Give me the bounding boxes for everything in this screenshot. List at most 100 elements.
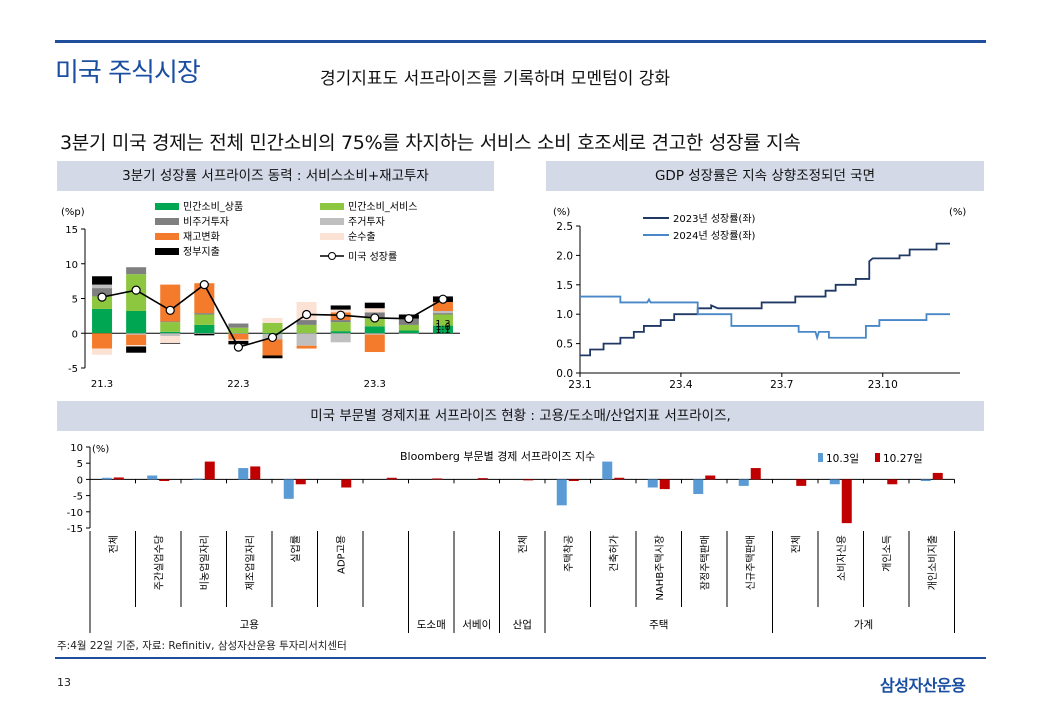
- stacked-bar-segment: [92, 296, 113, 309]
- category-label: 제조업일자리: [243, 535, 256, 590]
- bar-oct27: [295, 479, 306, 485]
- x-tick-label: 23.4: [669, 379, 693, 391]
- category-label: 소비자신용: [836, 535, 848, 581]
- bar-oct27: [386, 477, 397, 480]
- stacked-bar-segment: [330, 331, 351, 334]
- stacked-bar-segment: [194, 314, 215, 325]
- bar-oct3: [192, 478, 203, 480]
- stacked-bar-segment: [126, 311, 147, 334]
- legend-swatch: [328, 252, 336, 260]
- group-label: 주택: [649, 619, 668, 631]
- stacked-bar-segment: [126, 346, 147, 353]
- bar-oct27: [568, 479, 579, 482]
- bar-oct3: [147, 475, 158, 480]
- stacked-bar-segment: [262, 339, 283, 356]
- bar-oct3: [602, 461, 613, 480]
- stacked-bar-segment: [364, 326, 385, 334]
- bar-oct27: [841, 479, 852, 524]
- category-label: 전체: [108, 535, 120, 553]
- x-tick-label: 23.1: [568, 379, 591, 391]
- legend-swatch: [155, 218, 179, 225]
- legend-swatch: [320, 218, 344, 225]
- growth-rate-marker: [131, 285, 141, 295]
- legend-label: 순수출: [348, 231, 376, 243]
- x-tick-label: 23.7: [770, 379, 793, 391]
- stacked-bar-segment: [364, 308, 385, 313]
- stacked-bar-segment: [296, 333, 317, 346]
- growth-rate-marker: [370, 313, 380, 323]
- bottom-rule: [55, 657, 986, 659]
- stacked-bar-segment: [364, 302, 385, 309]
- y-tick-label: -5: [68, 364, 78, 375]
- y-tick-label: -5: [73, 492, 83, 503]
- legend-swatch: [155, 203, 179, 210]
- stacked-bar-segment: [398, 333, 419, 334]
- source-note: 주:4월 22일 기준, 자료: Refinitiv, 삼성자산운용 투자리서치…: [57, 640, 347, 652]
- stacked-bar-segment: [228, 323, 249, 328]
- y-tick-label: 2.0: [556, 250, 573, 262]
- stacked-bar-segment: [296, 320, 317, 325]
- y-tick-label: 0: [77, 475, 83, 486]
- legend-swatch: [320, 233, 344, 240]
- growth-rate-marker: [267, 332, 278, 343]
- group-label: 도소매: [417, 619, 446, 631]
- y-tick-label: 15: [65, 225, 78, 236]
- stacked-bar-segment: [126, 345, 147, 347]
- page-subtitle: 경기지표도 서프라이즈를 기록하며 모멘텀이 강화: [320, 69, 671, 89]
- group-label: 서베이: [462, 619, 491, 631]
- legend-swatch: [320, 203, 344, 210]
- data-label: 1.3: [435, 319, 450, 330]
- stacked-bar-segment: [92, 348, 113, 355]
- growth-rate-marker: [199, 279, 209, 290]
- stacked-bar-segment: [432, 311, 453, 314]
- bar-oct3: [829, 479, 840, 485]
- stacked-bar-segment: [296, 345, 317, 349]
- data-label: 1.1: [435, 325, 450, 336]
- legend-label: 민간소비_상품: [183, 201, 243, 213]
- stacked-bar-segment: [228, 339, 249, 341]
- bar-oct3: [738, 479, 749, 486]
- bar-oct27: [523, 479, 534, 481]
- stacked-bar-segment: [194, 333, 215, 334]
- stacked-bar-segment: [126, 333, 147, 335]
- stacked-bar-segment: [330, 305, 351, 310]
- stacked-bar-segment: [92, 284, 113, 289]
- right-panel-title: GDP 성장률은 지속 상향조정되던 국면: [546, 161, 984, 191]
- group-label: 산업: [513, 618, 532, 631]
- stacked-bar-segment: [92, 308, 113, 334]
- legend-label: 2023년 성장률(좌): [673, 213, 756, 225]
- group-label: 가계: [854, 619, 873, 631]
- legend-swatch: [155, 233, 179, 240]
- left-panel-title: 3분기 성장률 서프라이즈 동력 : 서비스소비+재고투자: [57, 161, 494, 191]
- legend-label: 10.3일: [826, 452, 859, 465]
- growth-rate-marker: [233, 342, 244, 352]
- y-tick-label: -10: [67, 508, 83, 519]
- category-label: 개인소득: [881, 535, 893, 572]
- y-axis-unit: (%p): [61, 207, 85, 218]
- page-title: 미국 주식시장: [55, 58, 201, 88]
- headline: 3분기 미국 경제는 전체 민간소비의 75%를 차지하는 서비스 소비 호조세…: [60, 132, 801, 154]
- stacked-bar-segment: [364, 333, 385, 335]
- category-label: 신규주택판매: [745, 535, 757, 590]
- y-tick-label: 0: [72, 329, 78, 340]
- category-label: 비농업일자리: [198, 535, 211, 590]
- category-label: 주간실업수당: [152, 535, 165, 590]
- legend-label: 재고변화: [183, 231, 220, 243]
- y-tick-label: 2.5: [556, 221, 573, 233]
- stacked-bar-segment: [432, 314, 453, 326]
- gdp-nowcast-line-chart: (%) (%) 2.5 2.0 1.5 1.0 0.5 0.023.1 23.4 23.7 23.1…: [553, 207, 966, 391]
- stacked-bar-segment: [228, 327, 249, 334]
- legend-label: 10.27일: [883, 452, 923, 465]
- stacked-bar-segment: [194, 313, 215, 315]
- stacked-bar-segment: [262, 322, 283, 334]
- legend-label: 미국 성장률: [348, 251, 397, 263]
- y-tick-label: 5: [77, 459, 83, 470]
- series-line-2023: [580, 242, 950, 357]
- bar-oct3: [693, 479, 704, 494]
- category-label: ADP고용: [335, 535, 347, 574]
- stacked-bar-segment: [160, 336, 181, 343]
- legend-swatch: [818, 453, 823, 462]
- stacked-bar-segment: [92, 333, 113, 349]
- legend-label: 2024년 성장률(좌): [673, 230, 756, 242]
- stacked-bar-segment: [160, 321, 181, 323]
